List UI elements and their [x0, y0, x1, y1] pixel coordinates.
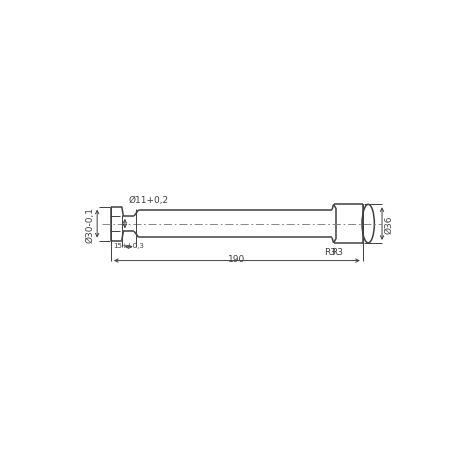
Text: R3: R3: [330, 248, 342, 257]
Text: Ø11+0,2: Ø11+0,2: [129, 195, 168, 204]
Text: 190: 190: [228, 254, 245, 263]
Text: 15+/-0,3: 15+/-0,3: [113, 243, 144, 249]
Text: Ø30-0,1: Ø30-0,1: [86, 206, 95, 242]
Text: R3: R3: [324, 248, 336, 257]
Text: Ø36: Ø36: [384, 215, 392, 233]
